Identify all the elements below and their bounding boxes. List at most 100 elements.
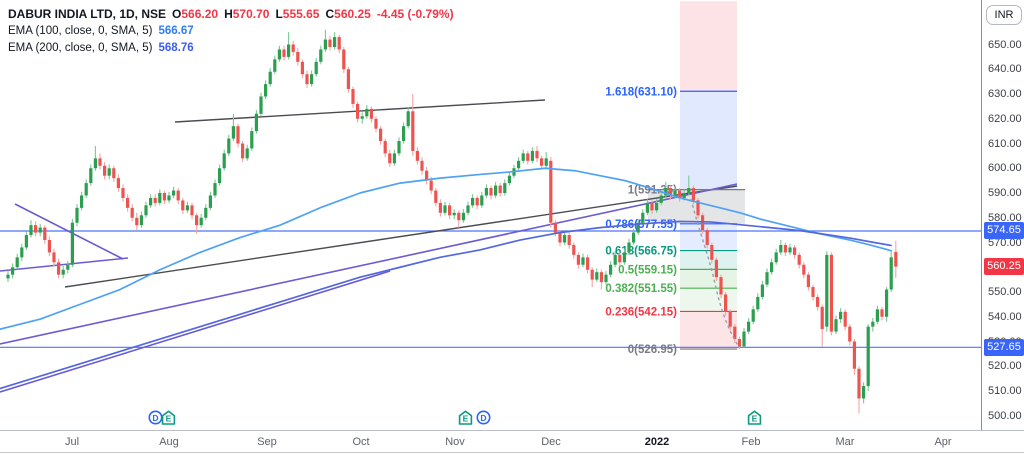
price-badge: 527.65	[984, 338, 1024, 356]
fib-zone[interactable]	[680, 269, 737, 289]
candle	[751, 309, 755, 322]
fib-zone[interactable]	[680, 1, 737, 92]
time-tick-label: Mar	[835, 436, 855, 448]
candle	[696, 200, 700, 216]
fib-zone[interactable]	[680, 91, 737, 190]
candle	[167, 195, 171, 201]
earnings-marker[interactable]: E	[458, 410, 473, 431]
candle	[825, 254, 829, 327]
candle	[158, 193, 162, 203]
time-tick-label: Oct	[352, 436, 370, 448]
rising-violet-trendline-2[interactable]	[0, 270, 391, 393]
fib-level-label: 1.618(631.10)	[605, 86, 677, 98]
candle	[314, 61, 318, 75]
candle	[880, 309, 884, 317]
price-tick-label: 540.00	[988, 310, 1022, 323]
candle	[871, 321, 875, 327]
candle	[668, 188, 672, 196]
candle	[765, 272, 769, 285]
candle	[379, 128, 383, 142]
candle	[779, 244, 783, 253]
candle	[84, 183, 88, 196]
fib-zone[interactable]	[680, 250, 737, 270]
support-trendline-long[interactable]	[64, 185, 738, 288]
svg-text:E: E	[463, 414, 469, 424]
candle	[701, 215, 705, 231]
time-axis[interactable]: Jul Aug Sep Oct Nov Dec 2022 Feb Mar Apr	[0, 430, 1024, 455]
candle	[448, 205, 452, 216]
currency-toggle-button[interactable]: INR	[986, 5, 1022, 25]
candle	[11, 267, 15, 275]
candle	[254, 113, 258, 132]
candle	[296, 51, 300, 62]
price-axis[interactable]: 660.00650.00640.00630.00620.00610.00600.…	[981, 0, 1024, 430]
dividend-marker[interactable]: D	[476, 410, 491, 430]
candle	[6, 274, 10, 279]
ema200-legend-row[interactable]: EMA (200, close, 0, SMA, 5) 568.76	[8, 40, 454, 56]
candle	[494, 185, 498, 196]
candle	[149, 197, 153, 206]
candle	[61, 269, 65, 275]
resistance-trendline-top[interactable]	[174, 99, 546, 123]
candle	[802, 264, 806, 275]
price-chart-canvas[interactable]: 1.618(631.10)1(591.35)0.786(577.55)0.618…	[0, 0, 981, 431]
candle	[843, 311, 847, 327]
ema100-legend-row[interactable]: EMA (100, close, 0, SMA, 5) 566.67	[8, 23, 454, 39]
candle	[461, 212, 465, 221]
candle	[231, 126, 235, 139]
candle	[153, 197, 157, 203]
price-tick-label: 610.00	[988, 137, 1022, 150]
candle	[894, 251, 898, 267]
price-tick-label: 500.00	[988, 409, 1022, 422]
chart-legend[interactable]: DABUR INDIA LTD, 1D, NSE O566.20 H570.70 L5…	[8, 6, 454, 56]
pennant-upper-line[interactable]	[14, 203, 124, 260]
candle	[558, 232, 562, 243]
ema100-line[interactable]	[0, 167, 892, 330]
ohlc-value: 555.65	[282, 7, 320, 21]
candle	[604, 274, 608, 283]
rising-violet-trendline[interactable]	[0, 183, 738, 345]
candle	[875, 309, 879, 322]
candle	[107, 168, 111, 176]
ohlc-value: 560.25	[334, 7, 371, 21]
candle	[204, 207, 208, 218]
candle	[530, 150, 534, 161]
candle	[20, 247, 24, 258]
pennant-lower-line[interactable]	[0, 257, 129, 272]
candle	[195, 215, 199, 226]
time-tick-label: Aug	[159, 436, 179, 448]
candle	[190, 205, 194, 216]
candle	[291, 44, 295, 52]
candle	[116, 178, 120, 189]
candle	[52, 252, 56, 263]
candle	[484, 188, 488, 196]
candle	[609, 264, 613, 275]
earnings-marker[interactable]: E	[747, 410, 762, 431]
candle	[282, 49, 286, 57]
candle	[655, 202, 659, 211]
candle	[599, 272, 603, 283]
candle	[287, 44, 291, 57]
price-badge: 574.65	[984, 222, 1024, 240]
candle	[172, 190, 176, 196]
candle	[411, 111, 415, 151]
candle	[29, 225, 33, 236]
dividend-marker[interactable]: D	[148, 410, 163, 430]
candle	[636, 222, 640, 233]
candle	[300, 61, 304, 75]
ohlc-letter: H	[224, 7, 233, 21]
crash-dashed-arrow[interactable]	[690, 198, 740, 348]
candle	[719, 277, 723, 295]
candle	[121, 188, 125, 198]
candle	[268, 71, 272, 85]
fib-zone[interactable]	[680, 311, 737, 350]
price-tick-label: 550.00	[988, 286, 1022, 298]
candle	[429, 180, 433, 191]
fib-zone[interactable]	[680, 288, 737, 312]
svg-text:E: E	[752, 414, 758, 424]
candle	[714, 259, 718, 278]
earnings-marker[interactable]: E	[161, 410, 176, 431]
ema200-line[interactable]	[0, 220, 892, 390]
price-tick-label: 640.00	[988, 63, 1022, 76]
candle	[507, 175, 511, 184]
